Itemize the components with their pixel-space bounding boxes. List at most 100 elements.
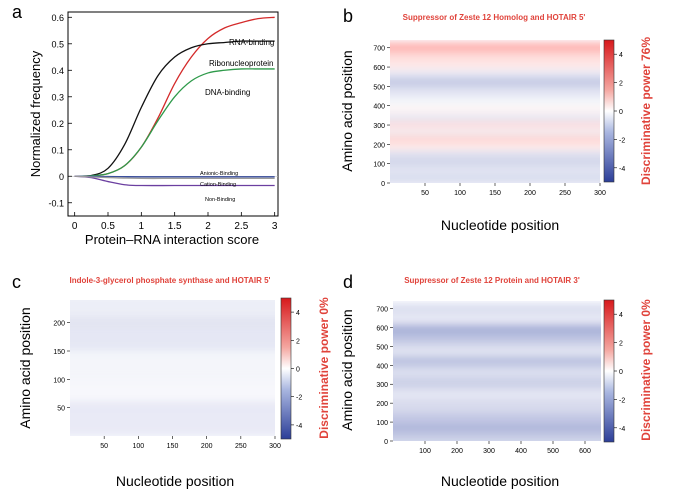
heatmap-band xyxy=(390,173,600,183)
colorbar-label-d: Discriminative power 0% xyxy=(639,299,653,441)
colorbar-tick-label: 4 xyxy=(296,310,300,317)
colorbar-tick-label: -2 xyxy=(619,397,625,404)
y-tick-label: 300 xyxy=(376,382,388,389)
heatmap-band xyxy=(390,106,600,117)
x-tick-label-a: 1 xyxy=(139,221,145,232)
heatmap-title-c: Indole-3-glycerol phosphate synthase and… xyxy=(70,276,271,285)
annotation-non-binding: Non-Binding xyxy=(205,197,235,203)
x-tick-label-a: 0 xyxy=(72,221,78,232)
y-tick-label: 200 xyxy=(373,142,385,149)
y-tick-label: 500 xyxy=(376,344,388,351)
heatmap-c: Indole-3-glycerol phosphate synthase and… xyxy=(17,276,331,489)
x-tick-label: 250 xyxy=(559,190,571,197)
y-axis-label-a: Normalized frequency xyxy=(28,50,43,177)
heatmap-title-b: Suppressor of Zeste 12 Homolog and HOTAI… xyxy=(403,13,586,22)
y-tick-label-a: 0.5 xyxy=(51,39,64,49)
y-tick-label-a: 0.3 xyxy=(51,92,64,102)
heatmap-band xyxy=(393,365,601,380)
colorbar-tick-label: 0 xyxy=(619,369,623,376)
y-tick-label: 100 xyxy=(373,162,385,169)
heatmap-band xyxy=(390,113,600,125)
y-tick-label-a: 0.2 xyxy=(51,119,64,129)
y-axis-label-c: Amino acid position xyxy=(17,307,33,428)
heatmap-band xyxy=(390,51,600,63)
heatmap-band xyxy=(390,158,600,170)
heatmap-band xyxy=(393,312,601,327)
x-axis-label-c: Nucleotide position xyxy=(116,473,234,489)
heatmap-band xyxy=(393,333,601,348)
heatmap-band xyxy=(390,135,600,146)
heatmap-band xyxy=(390,77,600,88)
series-line-cation-binding xyxy=(74,175,275,187)
colorbar-tick-label: -4 xyxy=(619,166,625,173)
heatmap-band xyxy=(390,150,600,162)
x-tick-label: 50 xyxy=(421,190,429,197)
x-tick-label: 50 xyxy=(100,443,108,450)
x-tick-label-a: 1.5 xyxy=(168,221,182,232)
y-tick-label: 400 xyxy=(373,104,385,111)
x-tick-label: 150 xyxy=(489,190,501,197)
heatmap-band xyxy=(390,129,600,141)
colorbar-tick-label: -2 xyxy=(296,395,302,402)
x-tick-label: 200 xyxy=(201,443,213,450)
x-axis-label-d: Nucleotide position xyxy=(441,473,559,489)
colorbar-tick-label: 4 xyxy=(619,312,623,319)
heatmap-band xyxy=(393,345,601,360)
heatmap-title-d: Suppressor of Zeste 12 Protein and HOTAI… xyxy=(404,276,580,285)
x-axis-label-a: Protein–RNA interaction score xyxy=(85,232,259,247)
x-tick-label: 300 xyxy=(594,190,606,197)
x-tick-label: 300 xyxy=(269,443,281,450)
heatmap-band xyxy=(393,388,601,403)
colorbar-tick-label: -2 xyxy=(619,137,625,144)
x-axis-label-b: Nucleotide position xyxy=(441,217,559,233)
panel-letter-b: b xyxy=(343,6,353,26)
annotation-dna-binding: DNA-binding xyxy=(205,88,250,97)
colorbar-d xyxy=(603,299,615,443)
heatmap-band xyxy=(70,316,275,352)
x-tick-label-a: 3 xyxy=(272,221,278,232)
x-tick-label: 200 xyxy=(524,190,536,197)
colorbar-tick-label: 2 xyxy=(619,341,623,348)
series-line-anionic-binding xyxy=(74,175,275,178)
colorbar-tick-label: 0 xyxy=(619,109,623,116)
x-tick-label: 100 xyxy=(419,448,431,455)
y-tick-label: 500 xyxy=(373,84,385,91)
colorbar-tick-label: 4 xyxy=(619,52,623,59)
colorbar-tick-label: -4 xyxy=(296,423,302,430)
heatmap-band xyxy=(390,61,600,73)
heatmap-band xyxy=(390,165,600,177)
colorbar-c xyxy=(280,297,292,440)
colorbar-tick-label: 0 xyxy=(296,367,300,374)
y-tick-label: 300 xyxy=(373,123,385,130)
annotation-rna-binding: RNA-binding xyxy=(229,38,274,47)
y-axis-label-d: Amino acid position xyxy=(339,309,355,430)
y-tick-label: 200 xyxy=(53,321,65,328)
x-tick-label: 300 xyxy=(483,448,495,455)
y-tick-label: 600 xyxy=(373,65,385,72)
y-tick-label-a: 0.1 xyxy=(51,145,64,155)
line-chart-a: -0.1 0 0.1 0.2 0.3 0.4 0.5 0.6 0 0.5 1 1.5 2 2.5 3 No… xyxy=(28,11,279,247)
annotation-cation-binding: Cation-Binding xyxy=(200,182,236,188)
y-tick-label-a: 0.4 xyxy=(51,66,64,76)
heatmap-band xyxy=(393,377,601,392)
colorbar-tick-label: 2 xyxy=(296,338,300,345)
heatmap-band xyxy=(393,413,601,428)
heatmap-band xyxy=(390,42,600,54)
heatmap-band xyxy=(393,399,601,414)
x-tick-label-a: 2.5 xyxy=(234,221,248,232)
y-tick-label: 700 xyxy=(373,46,385,53)
y-tick-label: 150 xyxy=(53,349,65,356)
y-tick-label: 0 xyxy=(381,181,385,188)
y-tick-label: 0 xyxy=(384,439,388,446)
x-tick-label: 400 xyxy=(515,448,527,455)
annotation-ribonucleoprotein: Ribonucleoprotein xyxy=(209,59,274,68)
x-tick-label: 250 xyxy=(235,443,247,450)
y-tick-label: 100 xyxy=(53,377,65,384)
y-tick-label: 200 xyxy=(376,401,388,408)
panel-letter-a: a xyxy=(12,2,23,22)
heatmap-band xyxy=(390,96,600,108)
x-tick-label: 500 xyxy=(547,448,559,455)
panel-letter-d: d xyxy=(343,272,353,292)
x-tick-label: 100 xyxy=(454,190,466,197)
heatmap-d: Suppressor of Zeste 12 Protein and HOTAI… xyxy=(339,276,653,489)
